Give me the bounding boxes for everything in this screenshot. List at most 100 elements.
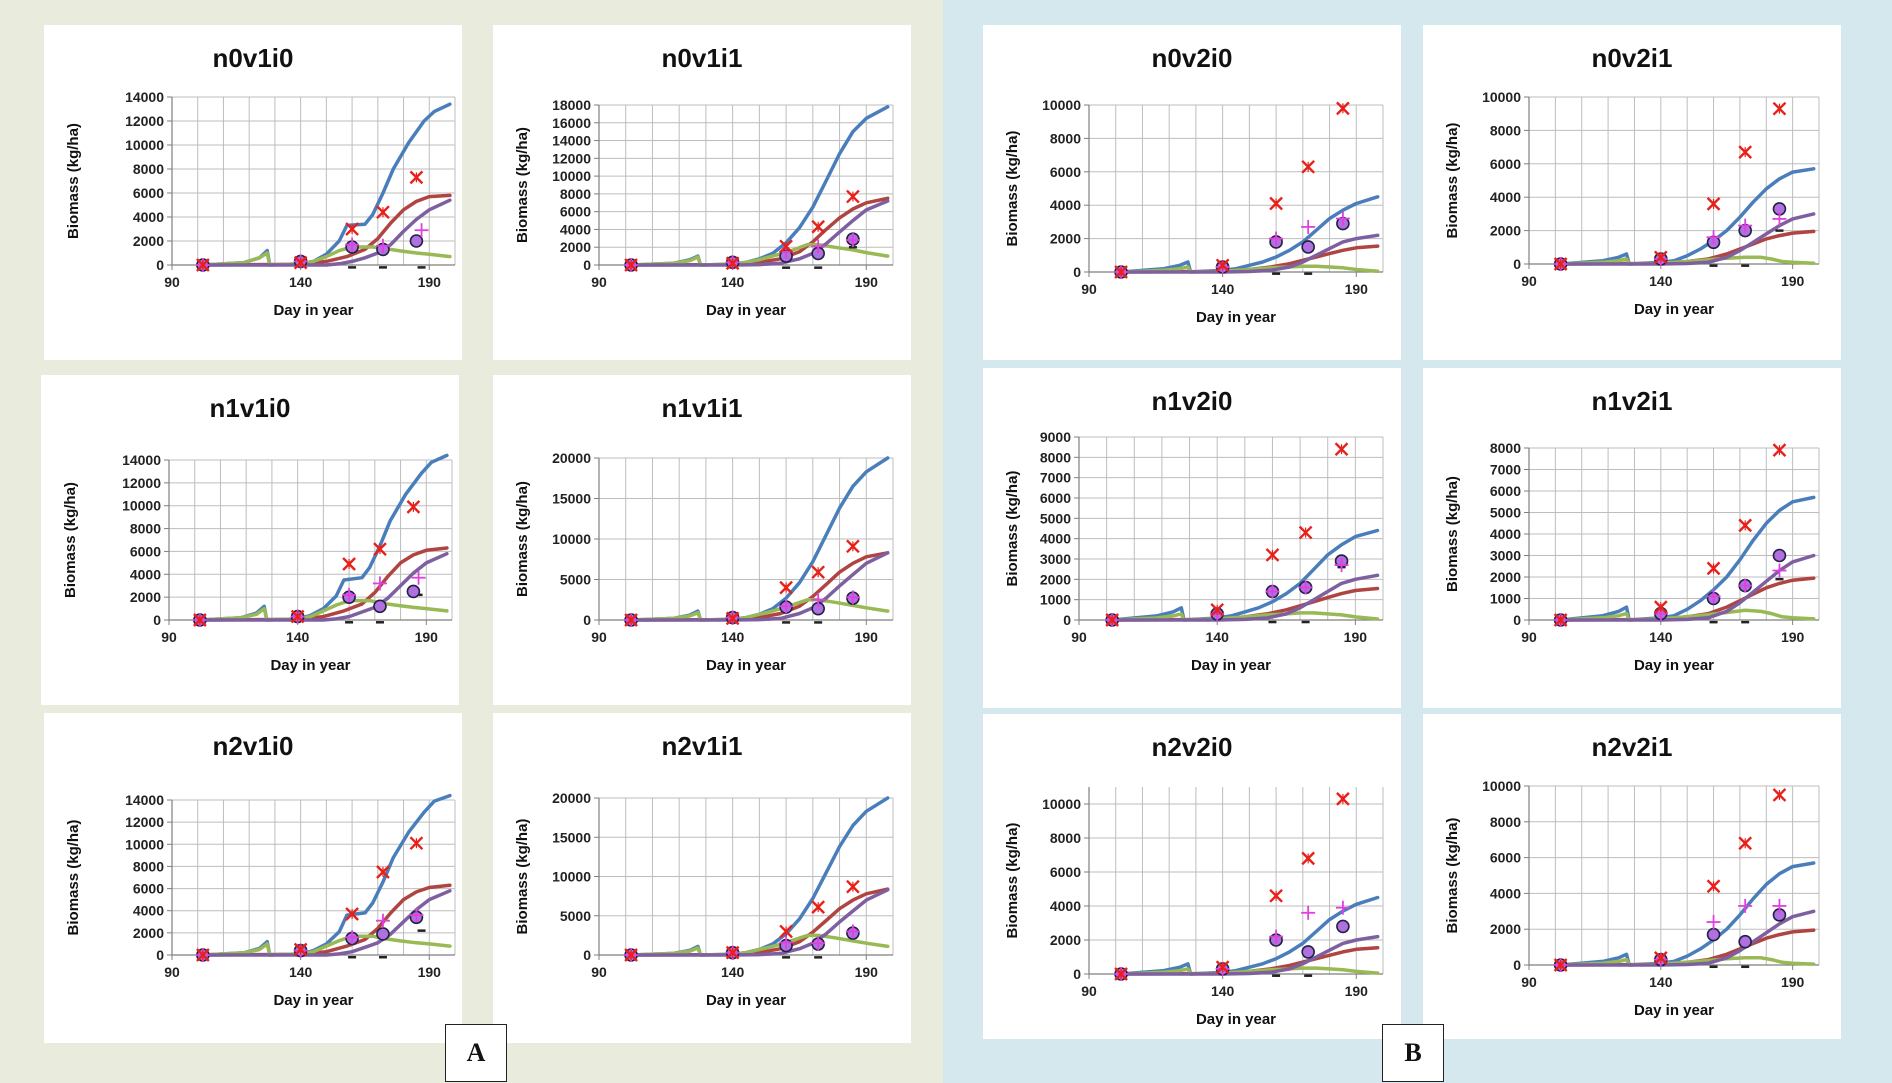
observed-plus-marker (1334, 558, 1349, 573)
series-line-blue (1558, 495, 1816, 622)
observed-plus-marker (1772, 898, 1787, 913)
observed-plus-marker (1269, 231, 1284, 246)
observed-circle-marker (1301, 240, 1315, 254)
observed-cross-marker (779, 239, 793, 254)
series-line-red (201, 193, 452, 267)
x-axis-label: Day in year (706, 992, 786, 1009)
observed-plus-marker (1298, 580, 1313, 595)
y-tick-label: 8000 (1040, 449, 1071, 465)
observed-cross-marker (1265, 548, 1280, 562)
observed-cross-marker (811, 219, 826, 234)
y-tick-label: 10000 (1482, 778, 1521, 794)
x-tick-label: 140 (721, 629, 745, 645)
y-tick-label: 6000 (130, 543, 161, 559)
y-tick-label: 8000 (1490, 440, 1521, 456)
chart-n1v1i1: n1v1i1 0 5000 10000 15000 20000 90 140 190 Day in… (493, 375, 911, 705)
x-axis-label: Day in year (273, 992, 353, 1009)
y-tick-label: 2000 (1050, 231, 1081, 247)
series-line-green (629, 933, 890, 957)
y-tick-label: 6000 (1040, 490, 1071, 506)
y-tick-label: 12000 (125, 113, 164, 129)
y-tick-label: 10000 (122, 498, 161, 514)
x-tick-label: 140 (1649, 974, 1673, 990)
x-axis-label: Day in year (1196, 309, 1276, 326)
y-tick-label: 8000 (1050, 130, 1081, 146)
observed-cross-marker (196, 258, 210, 272)
series-line-blue (1558, 167, 1816, 266)
y-tick-label: 10000 (1482, 89, 1521, 105)
y-tick-label: 4000 (1050, 197, 1081, 213)
observed-cross-marker (1553, 257, 1568, 271)
observed-plus-marker (1772, 211, 1787, 226)
observed-circle-marker (1738, 934, 1752, 949)
y-axis-label: Biomass (kg/ha) (1004, 823, 1021, 939)
y-tick-label: 0 (1073, 264, 1081, 280)
chart-title: n1v2i1 (1592, 386, 1673, 416)
observed-cross-marker (1210, 602, 1225, 617)
observed-cross-marker (1215, 960, 1230, 975)
x-axis-label: Day in year (1634, 301, 1714, 318)
observed-cross-marker (624, 948, 638, 962)
series-line-red (198, 546, 449, 622)
observed-circle-marker (409, 234, 424, 248)
series-line-green (1119, 264, 1380, 274)
chart-title: n2v1i1 (662, 731, 743, 761)
series-line-green (1558, 956, 1816, 967)
observed-circle-marker (376, 927, 390, 941)
observed-plus-marker (375, 913, 390, 928)
y-tick-label: 4000 (1490, 189, 1521, 205)
observed-circle-marker (1772, 548, 1787, 563)
observed-plus-marker (1706, 589, 1721, 604)
y-tick-label: 14000 (125, 792, 164, 808)
series-line-purple (1119, 934, 1380, 976)
x-tick-label: 90 (164, 274, 180, 290)
y-tick-label: 7000 (1040, 470, 1071, 486)
observed-cross-marker (1269, 888, 1283, 903)
chart-n1v1i0: n1v1i0 0 2000 4000 6000 8000 10000 12000 14000 90… (41, 375, 459, 705)
x-tick-label: 140 (721, 274, 745, 290)
y-tick-label: 4000 (1050, 898, 1081, 914)
chart-title: n0v2i0 (1152, 43, 1233, 73)
observed-plus-marker (375, 238, 390, 253)
x-tick-label: 90 (1521, 974, 1537, 990)
y-tick-label: 8000 (133, 161, 164, 177)
observed-plus-marker (1738, 578, 1753, 593)
x-tick-label: 90 (591, 964, 607, 980)
x-tick-label: 90 (591, 274, 607, 290)
y-tick-label: 20000 (552, 790, 591, 806)
observed-cross-marker (1334, 442, 1349, 457)
x-axis-label: Day in year (270, 657, 350, 674)
y-tick-label: 3000 (1490, 548, 1521, 564)
observed-cross-marker (293, 255, 308, 270)
y-tick-label: 1000 (1040, 592, 1071, 608)
observed-cross-marker (1336, 792, 1350, 806)
y-tick-label: 15000 (552, 829, 591, 845)
observed-cross-marker (1772, 443, 1787, 457)
y-tick-label: 6000 (1490, 483, 1521, 499)
y-tick-label: 8000 (1490, 814, 1521, 830)
y-tick-label: 4000 (133, 903, 164, 919)
x-axis-label: Day in year (1634, 1002, 1714, 1019)
x-axis-label: Day in year (706, 302, 786, 319)
x-tick-label: 190 (855, 629, 879, 645)
y-tick-label: 20000 (552, 450, 591, 466)
y-tick-label: 2000 (1040, 571, 1071, 587)
x-tick-label: 190 (855, 964, 879, 980)
y-tick-label: 4000 (1040, 531, 1071, 547)
x-tick-label: 190 (1344, 629, 1368, 645)
x-tick-label: 190 (415, 629, 439, 645)
y-tick-label: 5000 (560, 908, 591, 924)
y-axis-label: Biomass (kg/ha) (62, 482, 79, 598)
y-tick-label: 2000 (1490, 569, 1521, 585)
y-tick-label: 12000 (125, 814, 164, 830)
observed-cross-marker (1738, 836, 1753, 851)
y-tick-label: 9000 (1040, 429, 1071, 445)
observed-cross-marker (1269, 196, 1283, 211)
observed-cross-marker (1706, 879, 1721, 894)
observed-plus-marker (1335, 900, 1350, 915)
chart-n2v1i1: n2v1i1 0 5000 10000 15000 20000 90 140 190 Day in… (493, 713, 911, 1043)
observed-plus-marker (1706, 915, 1721, 930)
chart-title: n0v2i1 (1592, 43, 1673, 73)
observed-plus-marker (414, 223, 429, 238)
observed-circle-marker (373, 599, 387, 614)
